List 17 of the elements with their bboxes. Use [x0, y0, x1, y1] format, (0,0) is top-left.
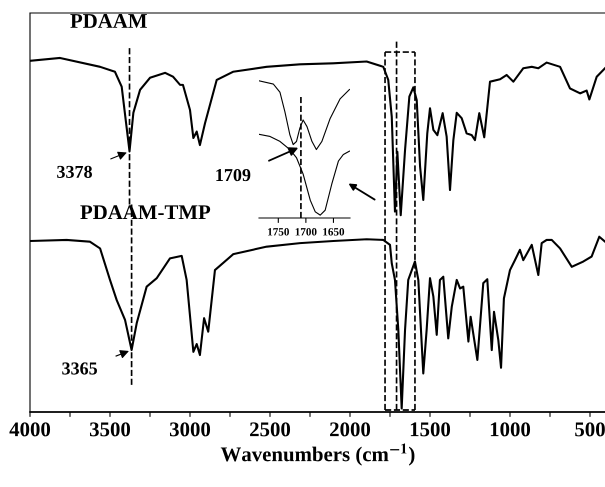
x-tick-label: 4000 [9, 422, 50, 436]
x-tick-label: 1700 [296, 228, 317, 236]
x-tick-label: 2500 [250, 422, 290, 436]
x-tick-label: 1500 [410, 422, 450, 436]
x-tick-label: 500 [575, 422, 605, 436]
x-axis-title: Wavenumbers (cm$^{−1}$) [220, 443, 414, 466]
x-tick-label: 3000 [170, 422, 210, 436]
x-tick-label: 1750 [268, 228, 289, 236]
x-tick-label: 1000 [490, 422, 530, 436]
annotation: 3365 [62, 362, 97, 375]
legend-label: PDAAM-TMP [80, 205, 210, 220]
annotation: 1709 [216, 168, 250, 182]
x-tick-label: 3500 [90, 422, 130, 436]
x-tick-label: 1650 [323, 228, 344, 236]
annotation: 3378 [57, 166, 92, 178]
x-tick-label: 2000 [330, 422, 370, 436]
series-label: PDAAM [70, 14, 147, 28]
